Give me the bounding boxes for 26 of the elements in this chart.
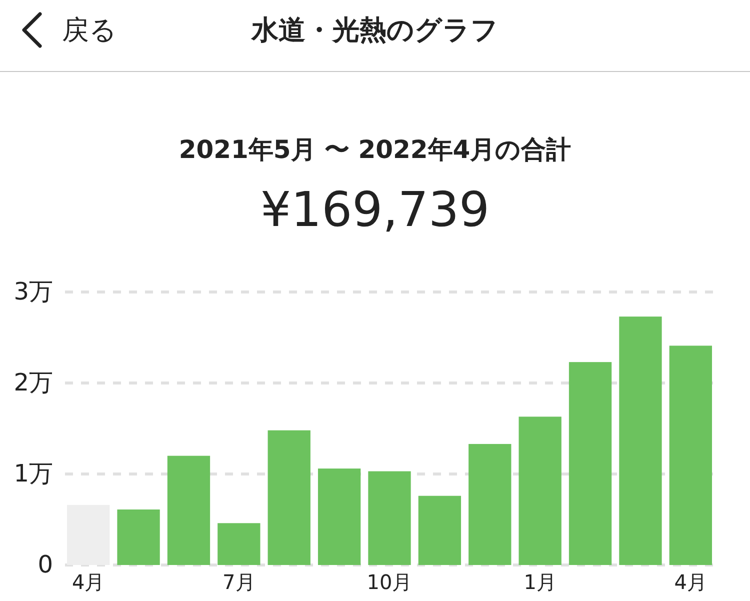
y-tick-label: 3万: [14, 278, 53, 306]
bar: [468, 444, 512, 565]
bar: [619, 316, 662, 565]
y-tick-label: 2万: [14, 368, 53, 397]
text: 戻る: [62, 15, 117, 46]
bar: [67, 504, 110, 565]
bar: [418, 496, 462, 565]
x-tick-label: 7月: [222, 570, 256, 594]
bar: [518, 416, 562, 565]
bar: [268, 430, 310, 565]
text: ¥169,739: [260, 182, 490, 238]
chart-title: 水道・光熱のグラフ: [250, 15, 498, 46]
x-tick-label: 4月: [674, 570, 708, 594]
bar: [318, 468, 361, 565]
bar: [368, 471, 411, 565]
x-tick-label: 4月: [72, 570, 105, 594]
y-tick-label: 1万: [14, 460, 53, 488]
x-tick-label: 10月: [366, 570, 412, 594]
bar: [669, 346, 712, 565]
chart-subtitle: 2021年5月 〜 2022年4月の合計: [178, 135, 572, 164]
bar: [568, 362, 612, 565]
y-tick-label: 0: [38, 550, 53, 579]
x-tick-label: 1月: [524, 570, 556, 594]
bar: [117, 509, 160, 565]
bar: [218, 523, 260, 565]
bar: [167, 456, 210, 565]
